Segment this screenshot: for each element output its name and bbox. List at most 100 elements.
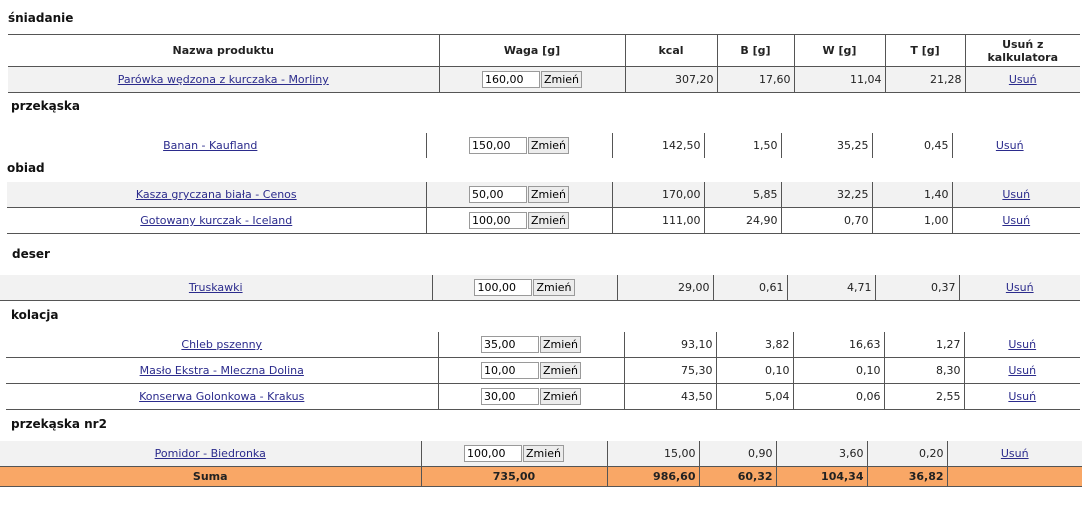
summary-label: Suma <box>0 466 421 487</box>
table-row: Gotowany kurczak - Iceland Zmień 111,00 … <box>7 207 1080 234</box>
protein-value: 17,60 <box>716 66 794 93</box>
change-button[interactable]: Zmień <box>527 212 570 229</box>
change-button[interactable]: Zmień <box>527 186 570 203</box>
kcal-value: 93,10 <box>623 332 716 358</box>
fat-value: 1,27 <box>883 332 964 358</box>
table-row: Konserwa Golonkowa - Krakus Zmień 43,50 … <box>6 383 1080 410</box>
table-row: Masło Ekstra - Mleczna Dolina Zmień 75,3… <box>6 357 1080 384</box>
table-row: Pomidor - Biedronka Zmień 15,00 0,90 3,6… <box>0 441 1082 467</box>
product-link[interactable]: Kasza gryczana biała - Cenos <box>135 188 297 201</box>
kcal-value: 15,00 <box>606 441 699 467</box>
protein-value: 0,10 <box>715 357 793 384</box>
carbs-value: 0,06 <box>792 383 884 410</box>
remove-link[interactable]: Usuń <box>1008 364 1037 377</box>
summary-kcal: 986,60 <box>606 466 699 487</box>
summary-empty <box>946 466 1082 487</box>
snack-2-table: Pomidor - Biedronka Zmień 15,00 0,90 3,6… <box>0 441 1082 487</box>
change-button[interactable]: Zmień <box>527 137 570 154</box>
summary-carbs: 104,34 <box>775 466 867 487</box>
fat-value: 0,20 <box>866 441 947 467</box>
fat-value: 2,55 <box>883 383 964 410</box>
remove-link[interactable]: Usuń <box>1002 188 1031 201</box>
kcal-value: 43,50 <box>623 383 716 410</box>
protein-value: 1,50 <box>703 133 781 158</box>
section-title-snack: przekąska <box>11 99 80 113</box>
header-protein: B [g] <box>716 34 794 67</box>
protein-value: 24,90 <box>703 207 781 234</box>
dinner-table: Chleb pszenny Zmień 93,10 3,82 16,63 1,2… <box>6 332 1080 410</box>
product-link[interactable]: Pomidor - Biedronka <box>154 447 266 460</box>
carbs-value: 35,25 <box>780 133 872 158</box>
fat-value: 0,37 <box>874 275 959 301</box>
table-row: Banan - Kaufland Zmień 142,50 1,50 35,25… <box>0 133 1067 158</box>
weight-input[interactable] <box>480 388 539 405</box>
change-button[interactable]: Zmień <box>522 445 565 462</box>
carbs-value: 0,10 <box>792 357 884 384</box>
carbs-value: 11,04 <box>793 66 885 93</box>
table-header-row: Nazwa produktu Waga [g] kcal B [g] W [g]… <box>8 34 1080 67</box>
fat-value: 1,40 <box>871 182 952 208</box>
weight-input[interactable] <box>480 336 539 353</box>
remove-link[interactable]: Usuń <box>1008 338 1037 351</box>
table-row: Parówka wędzona z kurczaka - Morliny Zmi… <box>8 66 1080 93</box>
header-weight: Waga [g] <box>438 34 625 67</box>
product-link[interactable]: Konserwa Golonkowa - Krakus <box>139 390 305 403</box>
weight-input[interactable] <box>468 212 527 229</box>
kcal-value: 111,00 <box>611 207 704 234</box>
weight-input[interactable] <box>468 137 527 154</box>
carbs-value: 32,25 <box>780 182 872 208</box>
lunch-table: Kasza gryczana biała - Cenos Zmień 170,0… <box>7 182 1080 234</box>
carbs-value: 16,63 <box>792 332 884 358</box>
product-link[interactable]: Chleb pszenny <box>181 338 263 351</box>
section-title-lunch: obiad <box>7 161 45 175</box>
carbs-value: 0,70 <box>780 207 872 234</box>
header-kcal: kcal <box>624 34 717 67</box>
section-title-breakfast: śniadanie <box>8 11 74 25</box>
kcal-value: 75,30 <box>623 357 716 384</box>
snack-table: Banan - Kaufland Zmień 142,50 1,50 35,25… <box>0 133 1067 158</box>
weight-input[interactable] <box>468 186 527 203</box>
carbs-value: 3,60 <box>775 441 867 467</box>
change-button[interactable]: Zmień <box>539 388 582 405</box>
product-link[interactable]: Parówka wędzona z kurczaka - Morliny <box>117 73 329 86</box>
change-button[interactable]: Zmień <box>539 336 582 353</box>
change-button[interactable]: Zmień <box>539 362 582 379</box>
product-link[interactable]: Masło Ekstra - Mleczna Dolina <box>139 364 304 377</box>
change-button[interactable]: Zmień <box>540 71 583 88</box>
protein-value: 3,82 <box>715 332 793 358</box>
weight-input[interactable] <box>480 362 539 379</box>
breakfast-table: Nazwa produktu Waga [g] kcal B [g] W [g]… <box>8 34 1080 93</box>
change-button[interactable]: Zmień <box>533 279 575 296</box>
summary-protein: 60,32 <box>698 466 776 487</box>
product-link[interactable]: Banan - Kaufland <box>163 139 258 152</box>
protein-value: 0,90 <box>698 441 776 467</box>
product-link[interactable]: Gotowany kurczak - Iceland <box>140 214 293 227</box>
weight-input[interactable] <box>474 279 533 296</box>
remove-link[interactable]: Usuń <box>1005 281 1034 294</box>
summary-weight: 735,00 <box>420 466 607 487</box>
fat-value: 1,00 <box>871 207 952 234</box>
summary-row: Suma 735,00 986,60 60,32 104,34 36,82 <box>0 466 1082 487</box>
weight-input[interactable] <box>463 445 522 462</box>
fat-value: 8,30 <box>883 357 964 384</box>
table-row: Truskawki Zmień 29,00 0,61 4,71 0,37 Usu… <box>0 275 1080 301</box>
remove-link[interactable]: Usuń <box>995 139 1024 152</box>
header-remove: Usuń z kalkulatora <box>964 34 1080 67</box>
table-row: Chleb pszenny Zmień 93,10 3,82 16,63 1,2… <box>6 332 1080 358</box>
remove-link[interactable]: Usuń <box>1000 447 1029 460</box>
protein-value: 0,61 <box>712 275 787 301</box>
kcal-value: 142,50 <box>611 133 704 158</box>
header-product-name: Nazwa produktu <box>8 34 439 67</box>
remove-link[interactable]: Usuń <box>1008 73 1037 86</box>
remove-link[interactable]: Usuń <box>1002 214 1031 227</box>
protein-value: 5,04 <box>715 383 793 410</box>
kcal-value: 307,20 <box>624 66 717 93</box>
weight-input[interactable] <box>481 71 540 88</box>
fat-value: 21,28 <box>884 66 965 93</box>
kcal-value: 29,00 <box>616 275 713 301</box>
section-title-dinner: kolacja <box>11 308 59 322</box>
product-link[interactable]: Truskawki <box>188 281 243 294</box>
dessert-table: Truskawki Zmień 29,00 0,61 4,71 0,37 Usu… <box>0 275 1080 301</box>
remove-link[interactable]: Usuń <box>1008 390 1037 403</box>
header-fat: T [g] <box>884 34 965 67</box>
